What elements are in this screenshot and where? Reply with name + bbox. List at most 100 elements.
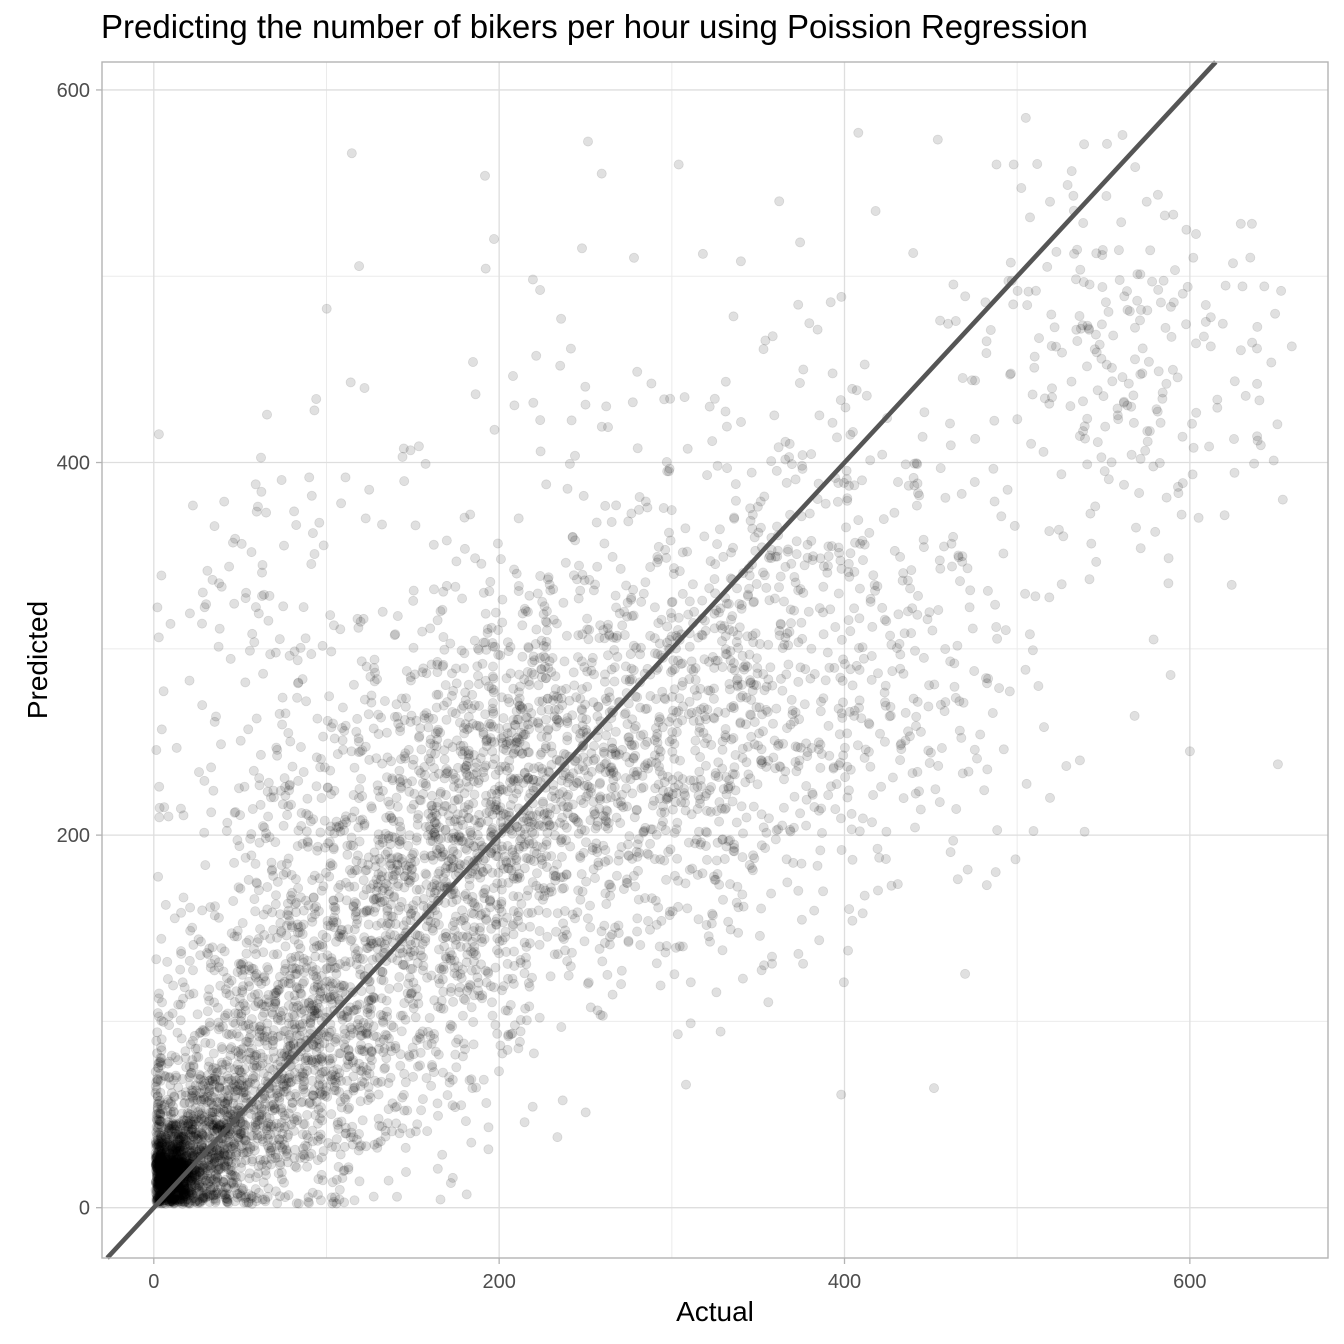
data-point <box>318 881 329 892</box>
data-point <box>170 1165 181 1176</box>
data-point <box>176 1157 187 1168</box>
data-point <box>379 696 390 707</box>
data-point <box>164 1162 175 1173</box>
data-point <box>415 950 426 961</box>
data-point <box>339 1039 350 1050</box>
data-point <box>164 1167 175 1178</box>
data-point <box>196 1188 207 1199</box>
data-point <box>164 1168 175 1179</box>
data-point <box>151 1163 162 1174</box>
data-point <box>156 1174 167 1185</box>
data-point <box>546 851 557 862</box>
data-point <box>368 1191 379 1202</box>
data-point <box>155 1146 166 1157</box>
data-point <box>293 1198 304 1209</box>
data-point <box>152 1173 163 1184</box>
data-point <box>502 1005 513 1016</box>
data-point <box>250 906 261 917</box>
data-point <box>161 1167 172 1178</box>
data-point <box>521 1015 532 1026</box>
data-point <box>356 773 367 784</box>
data-point <box>259 822 270 833</box>
data-point <box>167 1168 178 1179</box>
data-point <box>206 807 217 818</box>
data-point <box>263 964 274 975</box>
data-point <box>429 887 440 898</box>
data-point <box>477 867 488 878</box>
data-point <box>714 816 725 827</box>
data-point <box>174 1146 185 1157</box>
data-point <box>156 1166 167 1177</box>
data-point <box>302 841 313 852</box>
data-point <box>348 679 359 690</box>
data-point <box>280 1113 291 1124</box>
data-point <box>541 907 552 918</box>
data-point <box>502 637 513 648</box>
data-point <box>628 753 639 764</box>
data-point <box>558 918 569 929</box>
data-point <box>156 1174 167 1185</box>
data-point <box>468 1017 479 1028</box>
data-point <box>167 1144 178 1155</box>
data-point <box>162 1174 173 1185</box>
data-point <box>843 785 854 796</box>
data-point <box>770 834 781 845</box>
data-point <box>606 664 617 675</box>
data-point <box>445 1019 456 1030</box>
data-point <box>154 1137 165 1148</box>
data-point <box>151 1168 162 1179</box>
data-point <box>175 1194 186 1205</box>
data-point <box>163 1164 174 1175</box>
data-point <box>214 1022 225 1033</box>
data-point <box>159 1162 170 1173</box>
data-point <box>172 1166 183 1177</box>
data-point <box>444 1072 455 1083</box>
data-point <box>459 746 470 757</box>
data-point <box>184 1061 195 1072</box>
data-point <box>461 1189 472 1200</box>
data-point <box>179 1180 190 1191</box>
data-point <box>368 879 379 890</box>
data-point <box>599 676 610 687</box>
data-point <box>384 886 395 897</box>
data-point <box>403 1050 414 1061</box>
data-point <box>445 947 456 958</box>
data-point <box>183 1183 194 1194</box>
data-point <box>528 1048 539 1059</box>
data-point <box>179 1179 190 1190</box>
data-point <box>222 1140 233 1151</box>
data-point <box>168 1119 179 1130</box>
data-point <box>153 1147 164 1158</box>
data-point <box>394 765 405 776</box>
data-point <box>620 674 631 685</box>
data-point <box>438 1003 449 1014</box>
data-point <box>508 929 519 940</box>
data-point <box>457 905 468 916</box>
data-point <box>658 816 669 827</box>
data-point <box>175 1159 186 1170</box>
data-point <box>166 1196 177 1207</box>
data-point <box>534 722 545 733</box>
data-point <box>447 768 458 779</box>
data-point <box>410 1126 421 1137</box>
data-point <box>154 1178 165 1189</box>
data-point <box>156 1165 167 1176</box>
data-point <box>425 623 436 634</box>
data-point <box>179 1160 190 1171</box>
data-point <box>375 897 386 908</box>
data-point <box>437 604 448 615</box>
data-point <box>315 1195 326 1206</box>
data-point <box>342 840 353 851</box>
data-point <box>468 948 479 959</box>
data-point <box>391 792 402 803</box>
data-point <box>383 1078 394 1089</box>
data-point <box>504 762 515 773</box>
data-point <box>160 1158 171 1169</box>
data-point <box>197 1122 208 1133</box>
data-point <box>284 1029 295 1040</box>
data-point <box>156 1179 167 1190</box>
data-point <box>165 1153 176 1164</box>
data-point <box>394 948 405 959</box>
data-point <box>362 1022 373 1033</box>
data-point <box>153 1183 164 1194</box>
